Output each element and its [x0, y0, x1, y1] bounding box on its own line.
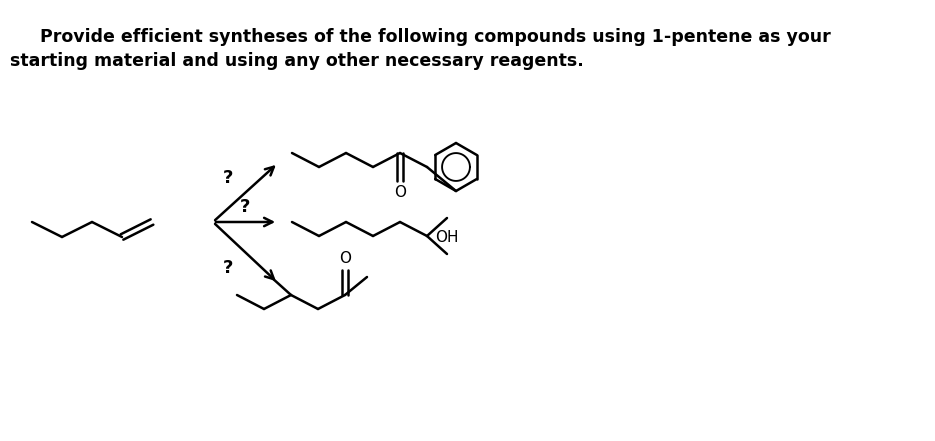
Text: starting material and using any other necessary reagents.: starting material and using any other ne…	[10, 52, 583, 70]
Text: ?: ?	[223, 169, 233, 187]
Text: O: O	[339, 251, 351, 266]
Text: O: O	[394, 185, 406, 200]
Text: ?: ?	[223, 259, 233, 277]
Text: OH: OH	[435, 231, 458, 246]
Text: Provide efficient syntheses of the following compounds using 1-pentene as your: Provide efficient syntheses of the follo…	[40, 28, 831, 46]
Text: ?: ?	[239, 198, 251, 216]
